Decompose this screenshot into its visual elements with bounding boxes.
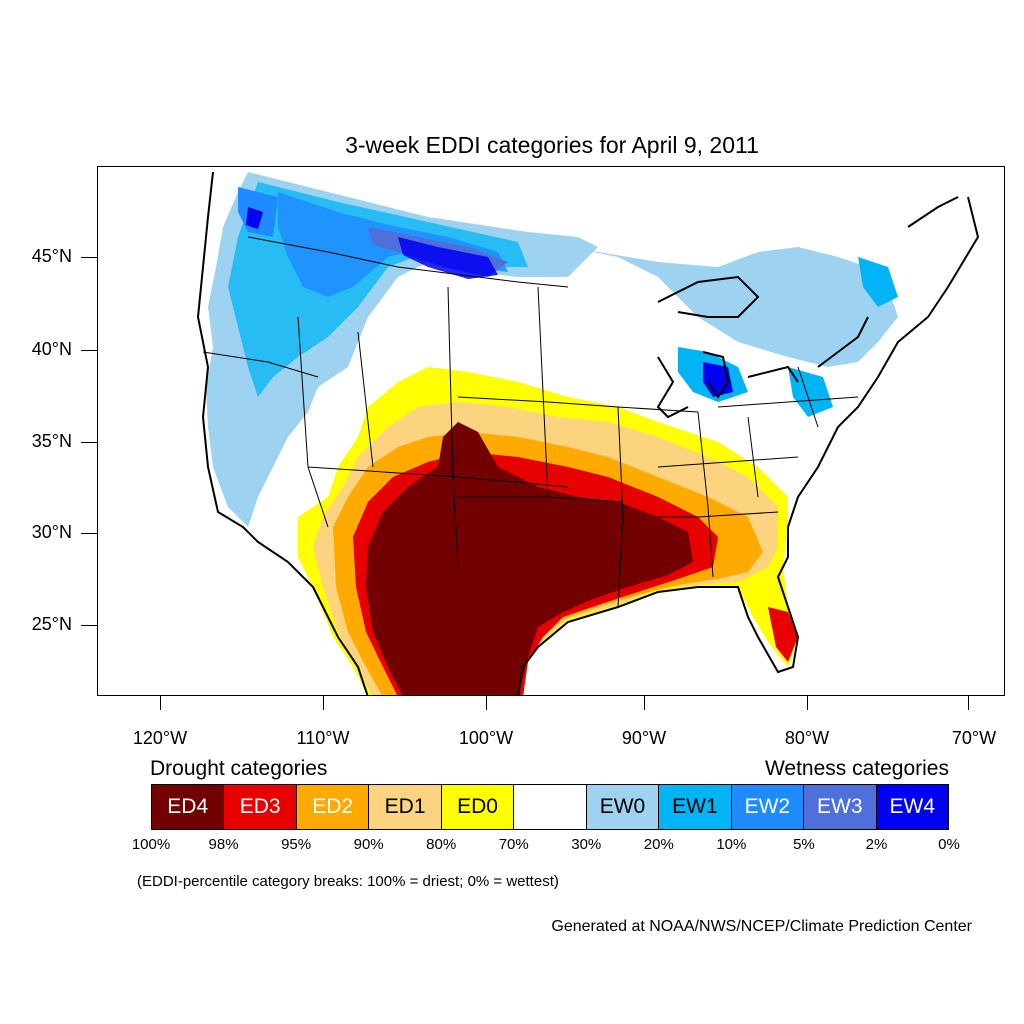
legend-swatch: ED2: [296, 785, 370, 829]
lat-tick: [81, 442, 97, 443]
lon-tick: [968, 696, 969, 710]
lon-tick: [807, 696, 808, 710]
ed3-region-florida: [768, 607, 798, 662]
percentile-break-label: 10%: [716, 836, 747, 853]
map-canvas: [196, 171, 980, 695]
wetness-heading: Wetness categories: [764, 757, 949, 780]
ew0-region-northeast: [568, 247, 898, 367]
legend-swatch: EW0: [586, 785, 660, 829]
percentile-break-label: 20%: [643, 836, 674, 853]
ed4-region: [366, 422, 693, 695]
legend-swatch: [514, 785, 587, 829]
coastline: [196, 171, 980, 695]
percentile-break-label: 5%: [793, 836, 815, 853]
map-title: 3-week EDDI categories for April 9, 2011: [345, 132, 759, 158]
lon-label: 120°W: [132, 728, 188, 748]
lon-label: 110°W: [296, 728, 350, 748]
state-boundaries: [202, 236, 859, 608]
ew4-region-north: [398, 237, 498, 279]
lon-tick: [323, 696, 324, 710]
percentile-break-label: 70%: [498, 836, 529, 853]
lat-tick: [81, 350, 97, 351]
legend-swatch: EW3: [804, 785, 877, 829]
ew1-region-maine: [858, 257, 898, 307]
legend-swatch: EW4: [876, 785, 948, 829]
lat-tick: [81, 257, 97, 258]
percentile-break-label: 98%: [208, 836, 239, 853]
percentile-break-label: 2%: [865, 836, 888, 853]
legend-swatch: ED4: [152, 785, 225, 829]
credit-line: Generated at NOAA/NWS/NCEP/Climate Predi…: [551, 918, 972, 935]
lon-label: 80°W: [784, 728, 830, 748]
lat-label: 30°N: [31, 522, 72, 542]
legend-swatch: EW2: [731, 785, 805, 829]
lat-label: 45°N: [31, 246, 72, 266]
lon-label: 70°W: [951, 728, 997, 748]
lat-tick: [81, 625, 97, 626]
lon-tick: [160, 696, 161, 710]
lon-tick: [644, 696, 645, 710]
percentile-break-label: 90%: [353, 836, 384, 853]
category-legend: ED4 ED3 ED2 ED1 ED0 EW0 EW1 EW2 EW3 EW4: [151, 784, 949, 830]
lat-tick: [81, 533, 97, 534]
legend-swatch: ED3: [224, 785, 297, 829]
percentile-break-label: 95%: [281, 836, 312, 853]
legend-swatch: EW1: [659, 785, 732, 829]
percentile-break-label: 30%: [571, 836, 602, 853]
percentile-break-label: 100%: [131, 836, 171, 853]
lon-tick: [486, 696, 487, 710]
percentile-break-label: 80%: [426, 836, 457, 853]
eddi-map: [97, 166, 1005, 696]
drought-heading: Drought categories: [150, 757, 328, 780]
lat-label: 40°N: [31, 339, 72, 359]
lat-label: 25°N: [31, 614, 72, 634]
ew4-region-washington: [246, 207, 263, 229]
legend-swatch: ED0: [441, 785, 515, 829]
ew1-region-virginia: [788, 367, 833, 417]
lat-label: 35°N: [31, 431, 72, 451]
breaks-note: (EDDI-percentile category breaks: 100% =…: [137, 873, 559, 890]
lon-label: 90°W: [621, 728, 667, 748]
lon-label: 100°W: [458, 728, 514, 748]
legend-swatch: ED1: [369, 785, 442, 829]
percentile-break-label: 0%: [938, 836, 960, 853]
